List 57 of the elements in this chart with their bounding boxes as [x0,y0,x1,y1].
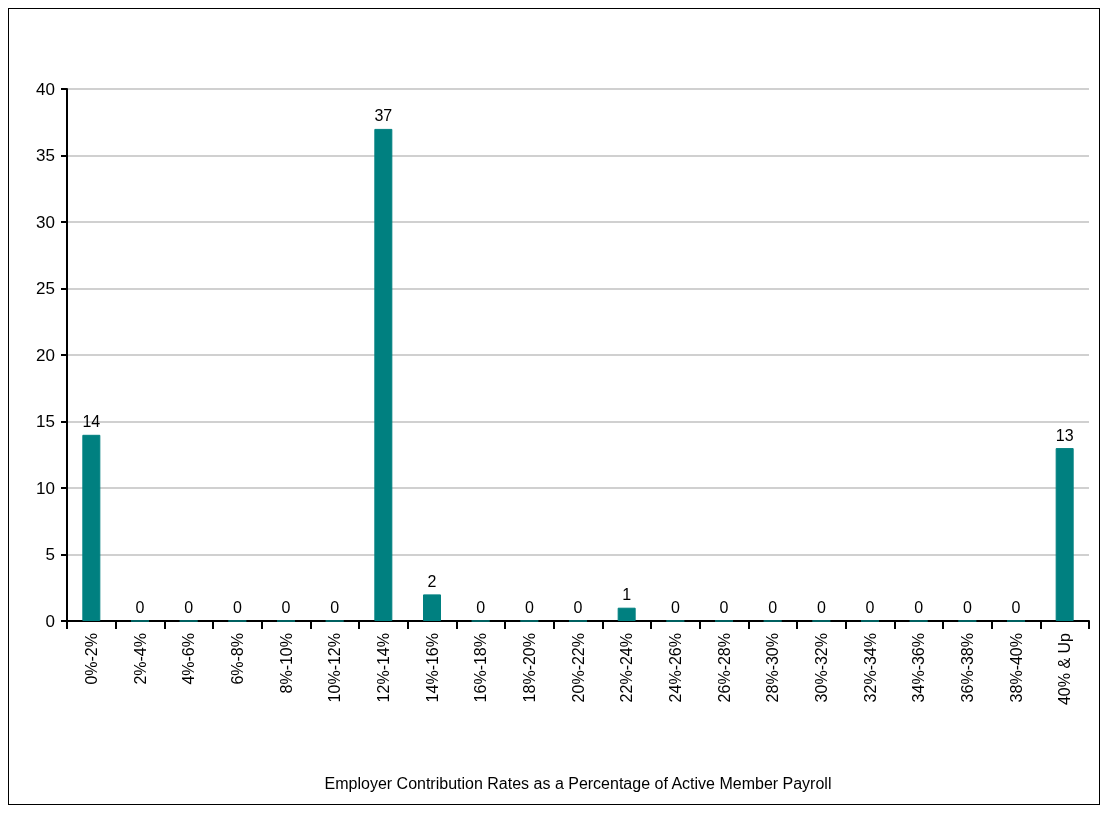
x-tick-label: 34%-36% [910,633,928,703]
x-tick-label: 24%-26% [666,633,684,703]
x-tick-label: 26%-28% [715,633,733,703]
data-label: 13 [1055,426,1074,444]
data-label: 14 [82,413,101,431]
x-tick-label: 16%-18% [472,633,490,703]
data-label: 0 [962,599,972,616]
data-label: 0 [135,599,145,616]
x-tick-label: 8%-10% [277,633,295,694]
bar [423,594,441,621]
y-tick-label: 20 [36,345,55,365]
x-tick-label: 18%-20% [520,633,538,703]
x-axis-title: Employer Contribution Rates as a Percentage of Active Member Payroll [324,774,832,792]
y-tick-label: 10 [36,478,55,498]
x-tick-label: 38%-40% [1007,633,1025,703]
data-label: 0 [573,599,583,616]
y-tick-label: 15 [36,412,55,431]
data-label: 0 [232,599,242,616]
data-label: 0 [1011,599,1021,616]
y-tick-label: 25 [36,279,55,298]
x-tick-label: 14%-16% [423,633,441,703]
y-tick-label: 5 [45,545,55,564]
x-tick-label: 2%-4% [131,633,149,685]
x-tick-label: 20%-22% [569,633,587,703]
data-label: 0 [816,599,826,616]
x-tick-label: 32%-34% [861,633,879,703]
y-tick-label: 30 [36,212,55,232]
bar [82,434,101,621]
data-label: 0 [184,599,194,616]
data-label: 1 [622,586,632,604]
data-label: 0 [476,599,486,616]
y-tick-label: 35 [36,146,55,165]
x-tick-label: 4%-6% [180,633,198,685]
x-tick-label: 36%-38% [958,633,976,703]
y-tick-label: 40 [36,79,55,99]
bar [617,607,636,621]
data-label: 2 [427,572,437,590]
x-tick-label: 10%-12% [326,633,344,703]
data-label: 0 [281,599,291,616]
x-tick-label: 0%-2% [82,633,100,685]
bar [374,128,393,621]
x-tick-label: 12%-14% [374,633,392,703]
data-label: 0 [719,599,729,616]
data-label: 0 [865,599,875,616]
bar [1055,448,1074,621]
data-label: 0 [768,599,778,616]
x-tick-label: 6%-8% [228,633,246,685]
data-label: 0 [670,599,680,616]
x-tick-label: 30%-32% [812,633,830,703]
data-label: 0 [524,599,534,616]
data-label: 0 [914,599,924,616]
x-tick-label: 22%-24% [618,633,636,703]
data-label: 0 [330,599,340,616]
x-tick-label: 40% & Up [1056,632,1074,706]
y-tick-label: 0 [45,611,55,631]
x-tick-label: 28%-30% [764,633,782,703]
data-label: 37 [374,107,393,125]
